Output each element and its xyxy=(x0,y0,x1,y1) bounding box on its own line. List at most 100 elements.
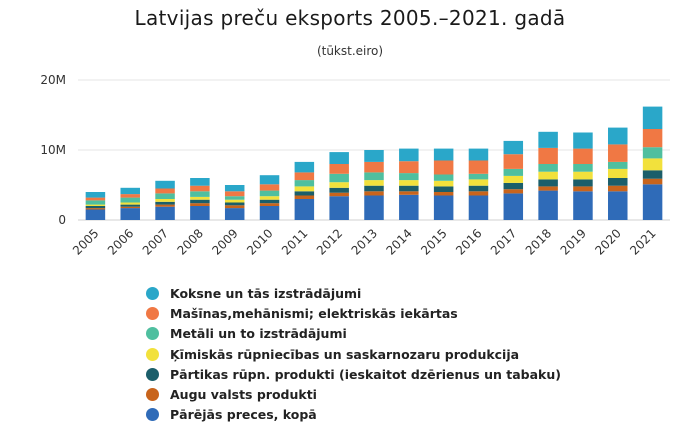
bar-segment xyxy=(642,147,663,159)
bar-segment xyxy=(190,199,210,204)
bar-segment xyxy=(120,187,140,195)
bar-segment xyxy=(259,206,280,220)
bar-segment xyxy=(190,191,210,197)
bar-segment xyxy=(190,196,210,200)
bar-segment xyxy=(503,193,524,220)
bar-segment xyxy=(573,186,593,192)
x-tick-label: 2008 xyxy=(175,226,206,257)
legend-item-food-products[interactable]: Pārtikas rūpn. produkti (ieskaitot dzēri… xyxy=(146,364,561,384)
bar-segment xyxy=(503,189,524,194)
legend-label: Ķīmiskās rūpniecības un saskarnozaru pro… xyxy=(170,346,520,362)
bar-segment xyxy=(503,175,524,183)
bar-segment xyxy=(468,185,489,192)
bar-segment xyxy=(433,160,454,175)
x-tick-label: 2009 xyxy=(209,226,240,257)
bar-segment xyxy=(608,168,628,178)
bar-segment xyxy=(294,191,315,196)
bar-segment xyxy=(642,129,663,148)
bar-segment xyxy=(433,195,454,220)
legend-swatch-icon xyxy=(146,367,159,381)
x-tick-label: 2005 xyxy=(70,226,101,257)
legend-swatch-icon xyxy=(146,347,159,361)
legend-label: Koksne un tās izstrādājumi xyxy=(170,285,362,301)
x-tick-label: 2019 xyxy=(558,226,589,257)
bar-segment xyxy=(329,164,349,174)
bar-segment xyxy=(120,204,140,207)
legend-swatch-icon xyxy=(146,327,159,341)
bar-segment xyxy=(538,186,558,191)
bar-segment xyxy=(329,182,349,188)
bar-segment xyxy=(642,184,663,220)
bar-segment xyxy=(642,170,663,179)
bar-segment xyxy=(399,148,419,162)
bar-segment xyxy=(155,180,175,189)
legend-item-machinery[interactable]: Mašīnas,mehānismi; elektriskās iekārtas xyxy=(146,303,561,323)
bar-segment xyxy=(190,203,210,206)
bar-segment xyxy=(120,208,140,220)
bar-segment xyxy=(608,161,628,169)
bar-segment xyxy=(329,192,349,197)
bar-segment xyxy=(503,182,524,190)
y-tick-label: 0 xyxy=(58,213,66,227)
bar-segment xyxy=(468,148,489,161)
bar-segment xyxy=(538,164,558,172)
bar-segment xyxy=(85,192,106,198)
bar-segment xyxy=(155,188,175,194)
legend-swatch-icon xyxy=(146,306,159,320)
bar-segment xyxy=(642,106,663,129)
bar-segment xyxy=(155,199,175,202)
y-tick-label: 20M xyxy=(40,73,66,87)
bar-segment xyxy=(573,171,593,180)
legend-swatch-icon xyxy=(146,286,159,300)
legend-item-metals[interactable]: Metāli un to izstrādājumi xyxy=(146,324,561,344)
bar-segment xyxy=(364,150,384,162)
x-tick-label: 2010 xyxy=(244,226,275,257)
bar-segment xyxy=(608,127,628,145)
bar-segment xyxy=(608,191,628,220)
bar-segment xyxy=(120,206,140,209)
bar-segment xyxy=(155,206,175,220)
bar-segment xyxy=(259,184,280,191)
legend-label: Augu valsts produkti xyxy=(170,387,317,403)
bar-segment xyxy=(433,186,454,192)
bar-segment xyxy=(503,154,524,169)
bar-segment xyxy=(329,196,349,220)
bar-segment xyxy=(120,197,140,203)
bar-segment xyxy=(433,148,454,161)
bar-segment xyxy=(573,191,593,220)
bar-segment xyxy=(573,179,593,187)
legend-item-wood[interactable]: Koksne un tās izstrādājumi xyxy=(146,283,561,303)
bar-segment xyxy=(399,161,419,174)
bar-segment xyxy=(642,158,663,171)
legend-label: Mašīnas,mehānismi; elektriskās iekārtas xyxy=(170,305,458,321)
bar-segment xyxy=(190,178,210,186)
bar-segment xyxy=(538,131,558,148)
legend-item-plant-products[interactable]: Augu valsts produkti xyxy=(146,384,561,404)
bar-segment xyxy=(224,205,245,209)
bar-segment xyxy=(294,161,315,173)
bar-segment xyxy=(538,190,558,220)
legend-swatch-icon xyxy=(146,408,159,422)
bar-segment xyxy=(224,185,245,192)
bar-segment xyxy=(399,180,419,186)
bar-segment xyxy=(468,179,489,186)
bar-segment xyxy=(294,195,315,199)
legend-label: Pārtikas rūpn. produkti (ieskaitot dzēri… xyxy=(170,366,561,382)
bar-segment xyxy=(155,193,175,199)
bar-segment xyxy=(364,195,384,220)
legend-label: Metāli un to izstrādājumi xyxy=(170,326,347,342)
bar-segment xyxy=(573,132,593,149)
legend-item-chemicals[interactable]: Ķīmiskās rūpniecības un saskarnozaru pro… xyxy=(146,344,561,364)
bar-segment xyxy=(433,180,454,187)
bar-segment xyxy=(364,172,384,181)
legend-swatch-icon xyxy=(146,388,159,402)
bar-segment xyxy=(503,140,524,155)
bar-segment xyxy=(294,172,315,181)
bar-segment xyxy=(85,206,106,209)
bar-segment xyxy=(399,185,419,192)
bar-segment xyxy=(259,199,280,204)
chart-subtitle: (tūkst.eiro) xyxy=(316,44,384,58)
legend-item-other-goods[interactable]: Pārējās preces, kopā xyxy=(146,405,561,425)
bar-segment xyxy=(433,174,454,181)
bar-segment xyxy=(399,173,419,181)
